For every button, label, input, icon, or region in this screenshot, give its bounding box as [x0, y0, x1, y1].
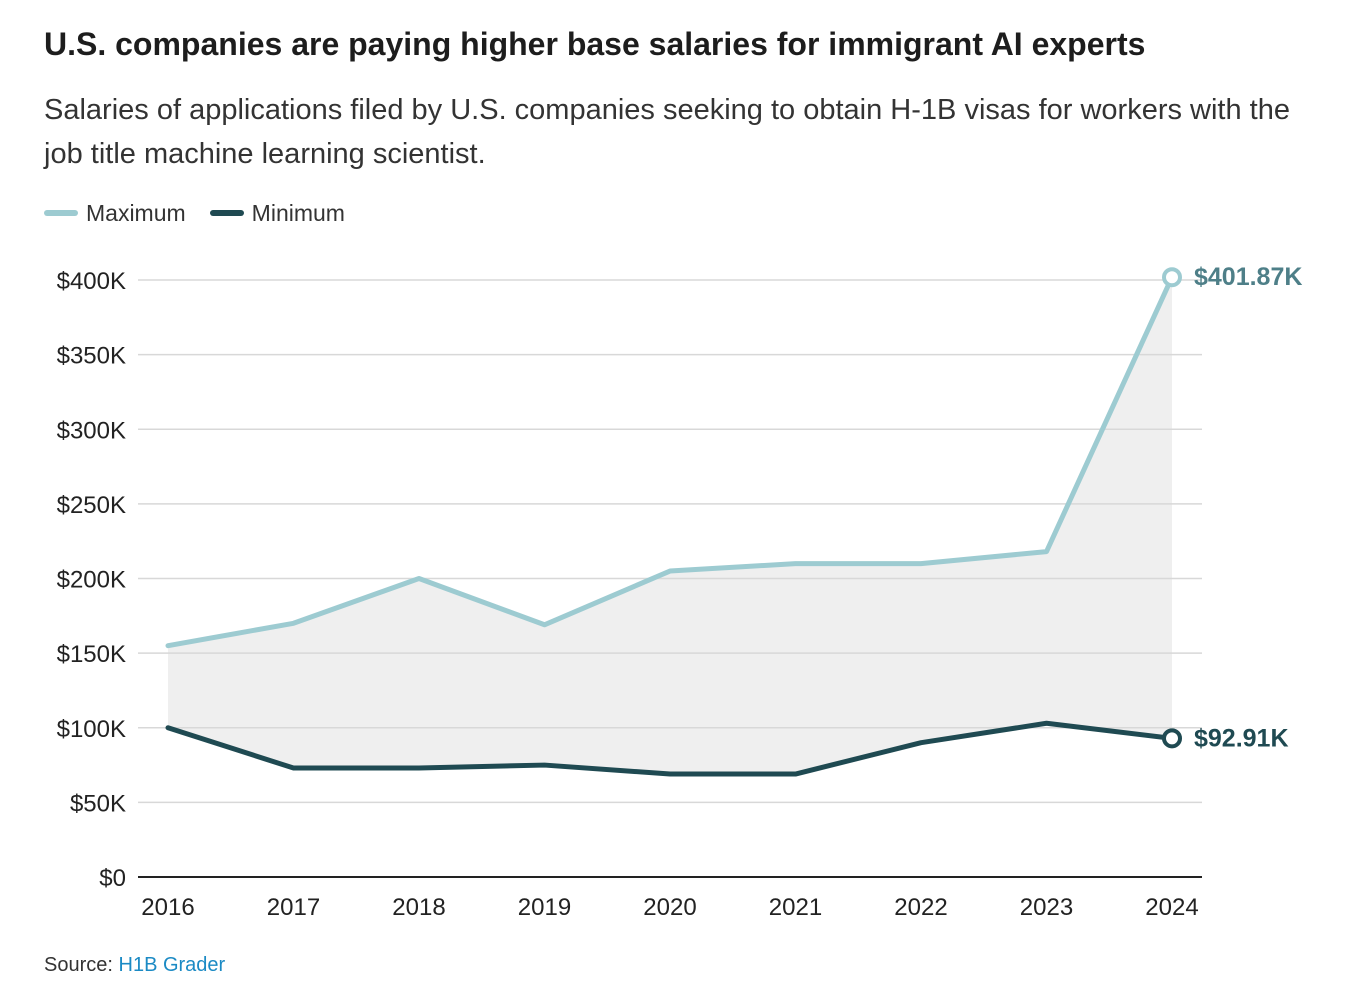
legend-label-maximum: Maximum — [86, 199, 186, 226]
x-tick-label: 2018 — [392, 894, 445, 921]
end-value-label-minimum: $92.91K — [1194, 724, 1289, 752]
legend-swatch-maximum — [44, 210, 78, 216]
series-line-minimum — [165, 720, 1175, 777]
end-value-label-maximum: $401.87K — [1194, 263, 1302, 291]
y-tick-label: $0 — [99, 865, 126, 892]
chart-subtitle: Salaries of applications filed by U.S. c… — [44, 94, 1290, 170]
legend-item-minimum: Minimum — [209, 199, 345, 227]
y-tick-label: $250K — [57, 492, 126, 519]
y-tick-label: $300K — [57, 417, 126, 444]
legend-label-minimum: Minimum — [251, 199, 345, 226]
x-tick-label: 2019 — [518, 894, 571, 921]
legend-item-maximum: Maximum — [44, 200, 186, 227]
y-tick-label: $400K — [57, 268, 126, 295]
y-tick-label: $350K — [57, 343, 126, 370]
x-tick-label: 2024 — [1145, 894, 1198, 921]
y-tick-label: $100K — [57, 716, 126, 743]
source-link[interactable]: H1B Grader — [118, 954, 226, 976]
y-tick-label: $200K — [57, 567, 126, 594]
x-tick-label: 2017 — [267, 894, 320, 921]
y-axis-labels: $0 $50K $100K $150K $200K $250K $300K $350K $400… — [57, 268, 126, 892]
legend-swatch-minimum — [209, 210, 244, 216]
x-tick-label: 2021 — [769, 894, 822, 921]
legend: Maximum Minimum — [44, 196, 369, 230]
x-tick-label: 2020 — [643, 894, 696, 921]
end-point-marker-maximum — [1162, 267, 1182, 288]
y-tick-label: $150K — [57, 641, 126, 668]
end-point-marker-minimum — [1162, 728, 1182, 749]
x-tick-label: 2022 — [894, 894, 947, 921]
series-line-maximum — [165, 274, 1175, 649]
shaded-range-band — [168, 277, 1172, 775]
x-axis-labels: 2016 2017 2018 2019 2020 2021 2022 2023 2024 — [141, 894, 1198, 921]
source-label: Source: — [44, 954, 113, 976]
y-tick-label: $50K — [70, 790, 126, 817]
chart-title: U.S. companies are paying higher base sa… — [44, 26, 1146, 62]
x-tick-label: 2016 — [141, 894, 194, 921]
x-tick-label: 2023 — [1020, 894, 1073, 921]
source-note: Source: H1B Grader — [44, 954, 225, 977]
